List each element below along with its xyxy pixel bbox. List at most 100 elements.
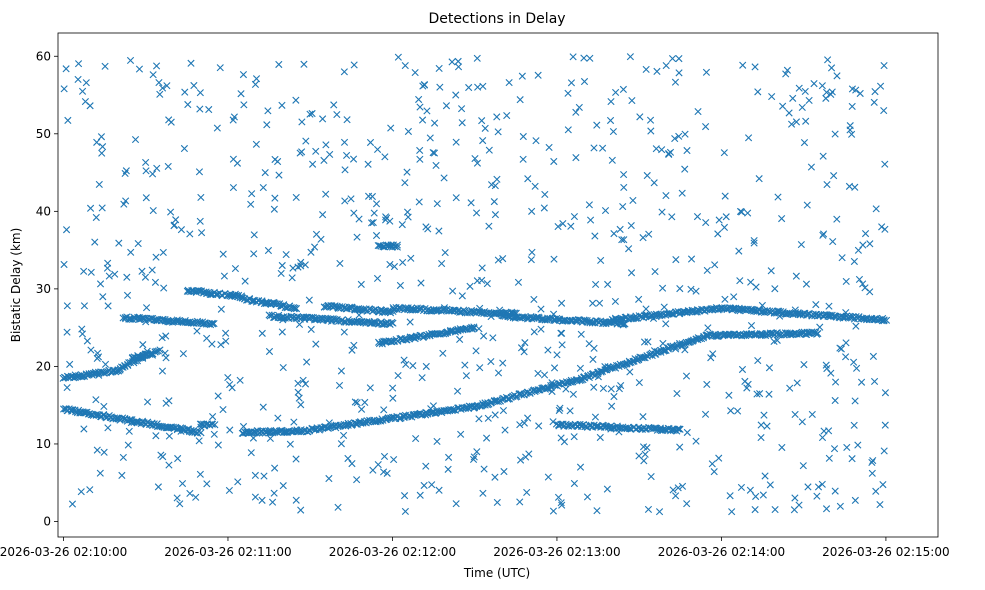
data-point-2297 xyxy=(790,506,798,514)
data-point-1774 xyxy=(586,216,595,224)
data-point-2131 xyxy=(210,430,218,438)
data-point-855 xyxy=(208,320,217,328)
data-point-1720 xyxy=(639,413,647,421)
data-point-2056 xyxy=(355,311,363,319)
data-point-405 xyxy=(584,372,592,380)
data-point-1877 xyxy=(401,62,409,70)
data-point-2381 xyxy=(259,183,267,192)
data-point-1952 xyxy=(501,426,509,434)
data-point-2241 xyxy=(217,305,225,313)
data-point-1973 xyxy=(735,247,743,255)
data-point-2048 xyxy=(98,143,107,151)
data-point-1724 xyxy=(473,159,482,167)
data-point-2213 xyxy=(650,347,659,355)
data-point-1704 xyxy=(672,345,680,353)
data-point-1775 xyxy=(653,67,661,75)
data-point-1664 xyxy=(592,280,600,289)
data-point-2141 xyxy=(831,487,839,495)
data-point-1232 xyxy=(451,307,459,315)
data-point-1621 xyxy=(861,230,870,238)
data-point-1818 xyxy=(300,60,308,68)
data-point-1850 xyxy=(213,124,221,132)
data-point-435 xyxy=(621,360,629,368)
data-point-1839 xyxy=(66,360,74,368)
data-point-2361 xyxy=(78,330,87,338)
data-point-1917 xyxy=(778,443,786,452)
data-point-2258 xyxy=(610,392,618,401)
data-point-2400 xyxy=(301,261,309,269)
data-point-1829 xyxy=(341,197,349,205)
data-point-8 xyxy=(68,406,77,414)
data-point-2166 xyxy=(483,280,491,288)
data-point-975 xyxy=(300,314,308,322)
data-point-2155 xyxy=(82,79,90,87)
data-point-1922 xyxy=(827,64,836,72)
data-point-1750 xyxy=(831,130,839,138)
data-point-2231 xyxy=(603,485,611,493)
data-point-2435 xyxy=(833,72,841,80)
data-point-1179 xyxy=(470,323,478,331)
data-point-1799 xyxy=(530,295,538,303)
data-point-2279 xyxy=(334,503,342,511)
data-point-1652 xyxy=(819,152,827,160)
data-point-2180 xyxy=(164,162,172,171)
data-point-1971 xyxy=(876,82,885,90)
data-point-2208 xyxy=(666,148,675,156)
data-point-2352 xyxy=(607,425,615,433)
data-point-2184 xyxy=(142,167,150,175)
data-point-2228 xyxy=(308,109,316,118)
data-point-1754 xyxy=(567,79,576,87)
data-point-691 xyxy=(676,425,684,433)
data-point-2207 xyxy=(484,414,492,422)
data-point-2300 xyxy=(591,413,600,421)
data-point-2384 xyxy=(869,352,877,360)
data-point-2064 xyxy=(607,98,615,106)
data-point-2252 xyxy=(373,145,382,154)
data-point-2049 xyxy=(219,405,227,414)
data-point-2050 xyxy=(494,256,502,264)
data-point-1990 xyxy=(827,369,835,377)
data-point-2301 xyxy=(270,298,278,307)
data-point-2161 xyxy=(669,486,677,494)
data-point-1657 xyxy=(759,491,767,499)
data-point-2215 xyxy=(288,274,296,282)
data-point-2255 xyxy=(228,384,236,392)
data-point-2157 xyxy=(791,494,799,502)
data-point-2426 xyxy=(458,292,466,300)
data-point-1843 xyxy=(96,280,105,288)
data-point-1867 xyxy=(126,56,135,65)
data-point-1928 xyxy=(843,443,851,452)
data-point-1926 xyxy=(301,380,310,388)
data-point-2249 xyxy=(465,83,473,92)
data-point-1673 xyxy=(618,236,626,244)
data-point-2441 xyxy=(461,361,469,369)
data-point-560 xyxy=(774,331,782,339)
data-point-1852 xyxy=(330,101,338,109)
data-point-2172 xyxy=(162,354,170,362)
data-point-1808 xyxy=(396,281,404,290)
data-point-2038 xyxy=(856,89,864,98)
data-point-1786 xyxy=(487,181,496,189)
data-point-1773 xyxy=(668,54,677,63)
data-point-1660 xyxy=(792,272,800,280)
data-point-237 xyxy=(377,417,385,425)
data-point-1803 xyxy=(770,337,778,346)
data-point-2290 xyxy=(747,278,755,286)
data-point-1819 xyxy=(516,96,524,104)
data-point-2398 xyxy=(98,204,106,212)
data-point-2390 xyxy=(195,437,203,445)
data-point-2379 xyxy=(222,329,230,337)
data-point-2235 xyxy=(753,390,761,398)
data-point-2102 xyxy=(859,241,867,249)
data-points xyxy=(59,53,891,516)
data-point-2229 xyxy=(557,499,565,507)
data-point-2355 xyxy=(118,471,126,479)
y-tick-label-1: 10 xyxy=(36,437,51,451)
data-point-2262 xyxy=(320,156,328,164)
data-point-2171 xyxy=(231,264,240,273)
data-point-1161 xyxy=(446,326,455,335)
data-point-1914 xyxy=(154,483,162,491)
data-point-1735 xyxy=(139,341,147,349)
data-point-351 xyxy=(517,391,526,399)
data-point-2179 xyxy=(658,208,666,216)
